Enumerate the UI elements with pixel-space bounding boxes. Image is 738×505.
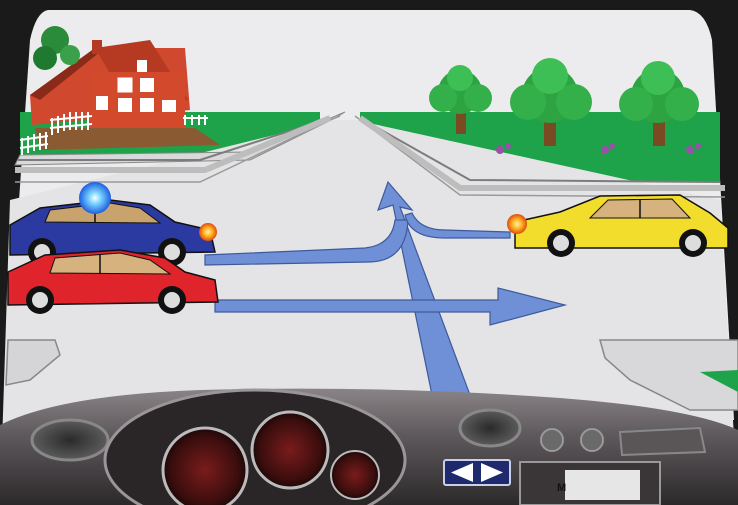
blue-flashing-light-icon — [79, 182, 111, 214]
arrow-right — [214, 287, 568, 326]
radio-mode-label: M — [557, 482, 567, 494]
orange-signal-icon — [199, 223, 217, 241]
movement-arrows — [204, 180, 568, 396]
fuel-gauge — [330, 450, 380, 500]
turn-signal-indicator — [443, 459, 511, 486]
orange-turn-signal-icon — [507, 214, 527, 234]
house — [19, 26, 220, 155]
arrow-right-to-straight — [404, 212, 511, 239]
red-car — [7, 249, 219, 314]
center-air-vent — [458, 408, 522, 448]
trees — [429, 58, 701, 154]
right-arrow-icon — [481, 463, 503, 482]
dashboard — [0, 388, 738, 505]
yellow-car — [507, 194, 729, 257]
left-arrow-icon — [451, 463, 473, 482]
radio-screen — [565, 470, 640, 500]
left-air-vent — [30, 418, 110, 462]
tachometer — [250, 410, 330, 490]
speedometer — [161, 426, 249, 505]
